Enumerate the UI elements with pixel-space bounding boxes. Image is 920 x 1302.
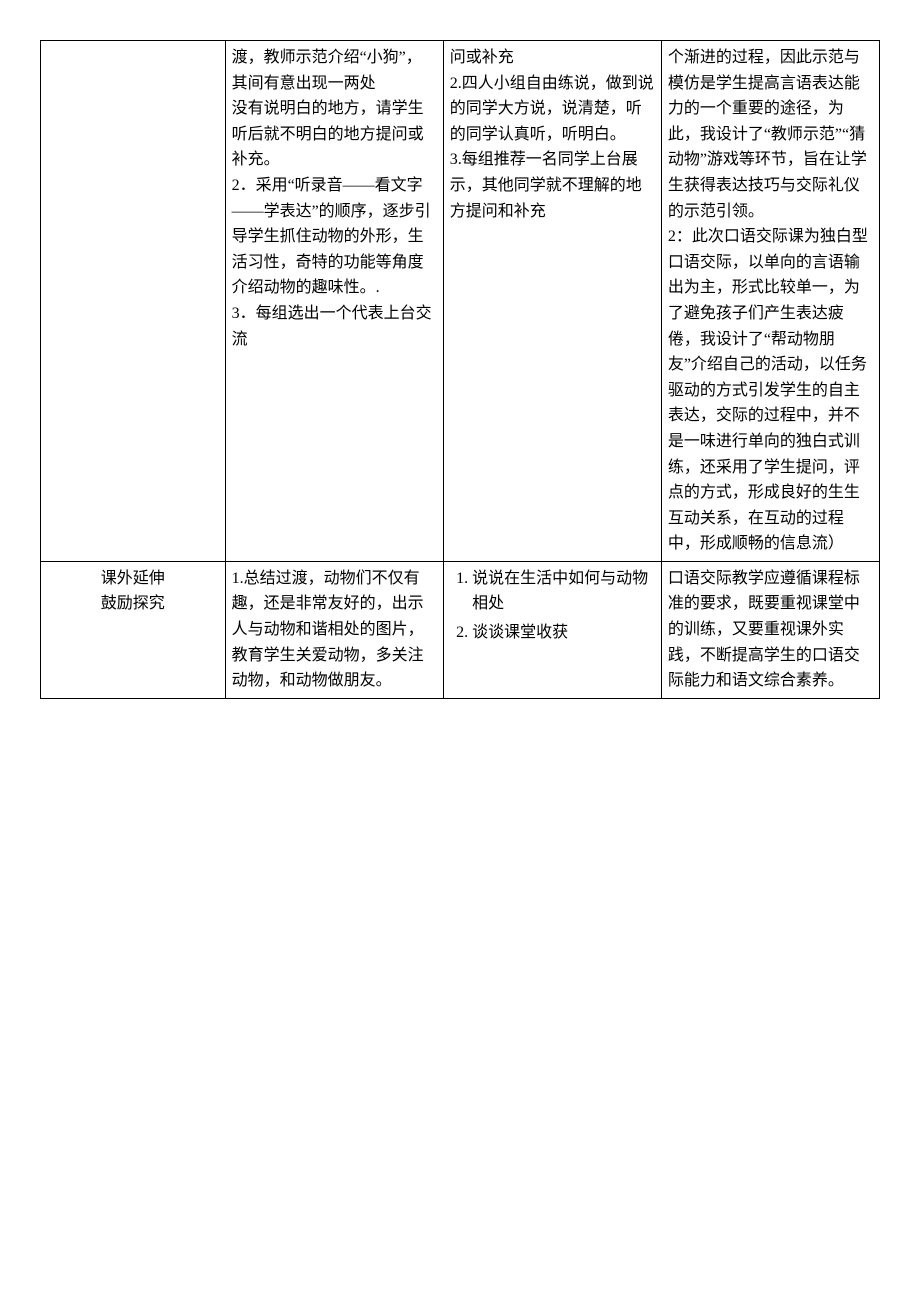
cell-r1-c4: 口语交际教学应遵循课程标准的要求，既要重视课堂中的训练，又要重视课外实践，不断提… bbox=[661, 561, 879, 698]
ordered-list: 说说在生活中如何与动物相处 谈谈课堂收获 bbox=[450, 566, 655, 646]
table-row: 渡，教师示范介绍“小狗”，其间有意出现一两处没有说明白的地方，请学生听后就不明白… bbox=[41, 41, 880, 562]
list-item: 谈谈课堂收获 bbox=[472, 620, 655, 646]
document-page: 渡，教师示范介绍“小狗”，其间有意出现一两处没有说明白的地方，请学生听后就不明白… bbox=[40, 40, 880, 699]
list-item: 说说在生活中如何与动物相处 bbox=[472, 566, 655, 617]
lesson-plan-table: 渡，教师示范介绍“小狗”，其间有意出现一两处没有说明白的地方，请学生听后就不明白… bbox=[40, 40, 880, 699]
cell-r0-c1 bbox=[41, 41, 226, 562]
cell-r1-c2: 1.总结过渡，动物们不仅有趣，还是非常友好的，出示人与动物和谐相处的图片，教育学… bbox=[225, 561, 443, 698]
table-row: 课外延伸鼓励探究 1.总结过渡，动物们不仅有趣，还是非常友好的，出示人与动物和谐… bbox=[41, 561, 880, 698]
cell-r0-c4: 个渐进的过程，因此示范与模仿是学生提高言语表达能力的一个重要的途径，为此，我设计… bbox=[661, 41, 879, 562]
cell-r1-c1: 课外延伸鼓励探究 bbox=[41, 561, 226, 698]
cell-r0-c2: 渡，教师示范介绍“小狗”，其间有意出现一两处没有说明白的地方，请学生听后就不明白… bbox=[225, 41, 443, 562]
cell-r1-c3: 说说在生活中如何与动物相处 谈谈课堂收获 bbox=[443, 561, 661, 698]
cell-r0-c3: 问或补充2.四人小组自由练说，做到说的同学大方说，说清楚，听的同学认真听，听明白… bbox=[443, 41, 661, 562]
